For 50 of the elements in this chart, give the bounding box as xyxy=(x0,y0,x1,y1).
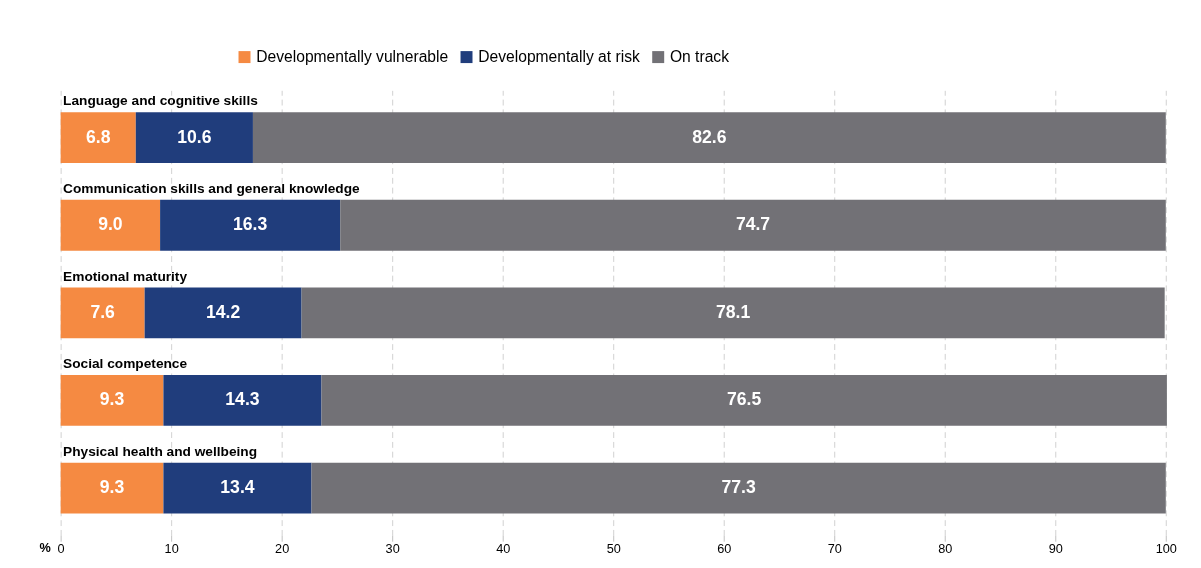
bar xyxy=(311,462,1166,514)
bar xyxy=(160,199,341,251)
bar xyxy=(60,375,164,426)
y-tick-label: Communication skills and general knowledge xyxy=(63,180,361,196)
bar xyxy=(163,462,312,514)
x-tick-label: 100 xyxy=(1155,541,1177,557)
bar xyxy=(60,462,164,514)
data-label: 78.1 xyxy=(716,301,751,322)
x-tick-label: 0 xyxy=(57,541,65,557)
bar xyxy=(301,287,1165,339)
x-tick-label: 60 xyxy=(717,541,732,557)
x-tick-label: 80 xyxy=(938,541,953,557)
legend-label: Developmentally vulnerable xyxy=(256,47,449,65)
data-label: 16.3 xyxy=(233,214,268,235)
bar xyxy=(60,112,136,164)
x-tick-label: 20 xyxy=(275,541,290,557)
y-tick-label: Social competence xyxy=(63,356,188,372)
x-tick-label: 30 xyxy=(385,541,400,557)
x-tick-label: 40 xyxy=(496,541,511,557)
data-label: 9.3 xyxy=(99,476,125,497)
data-label: 13.4 xyxy=(220,476,255,497)
data-label: 77.3 xyxy=(721,476,756,497)
data-label: 76.5 xyxy=(727,389,762,410)
bar xyxy=(60,287,145,339)
legend-label: Developmentally at risk xyxy=(478,47,640,65)
bar xyxy=(321,375,1167,426)
data-label: 10.6 xyxy=(177,126,212,147)
y-tick-label: Physical health and wellbeing xyxy=(63,443,258,459)
bar xyxy=(135,112,253,164)
x-axis-title: % xyxy=(39,540,51,556)
bar xyxy=(163,375,322,426)
data-label: 14.3 xyxy=(225,389,260,410)
y-tick-label: Language and cognitive skills xyxy=(63,93,259,109)
x-tick-label: 70 xyxy=(827,541,842,557)
y-tick-label: Emotional maturity xyxy=(63,268,188,284)
bar xyxy=(340,199,1166,251)
legend-label: On track xyxy=(669,47,730,65)
data-label: 82.6 xyxy=(692,126,727,147)
x-tick-label: 90 xyxy=(1048,541,1063,557)
data-label: 7.6 xyxy=(90,301,116,322)
bar xyxy=(60,199,161,251)
data-label: 6.8 xyxy=(85,126,111,147)
x-tick-label: 10 xyxy=(164,541,179,557)
bar xyxy=(252,112,1166,164)
data-label: 9.3 xyxy=(99,389,125,410)
x-tick-label: 50 xyxy=(606,541,621,557)
data-label: 9.0 xyxy=(98,214,123,235)
data-label: 14.2 xyxy=(205,301,241,322)
bar xyxy=(144,287,302,339)
data-label: 74.7 xyxy=(735,214,771,235)
